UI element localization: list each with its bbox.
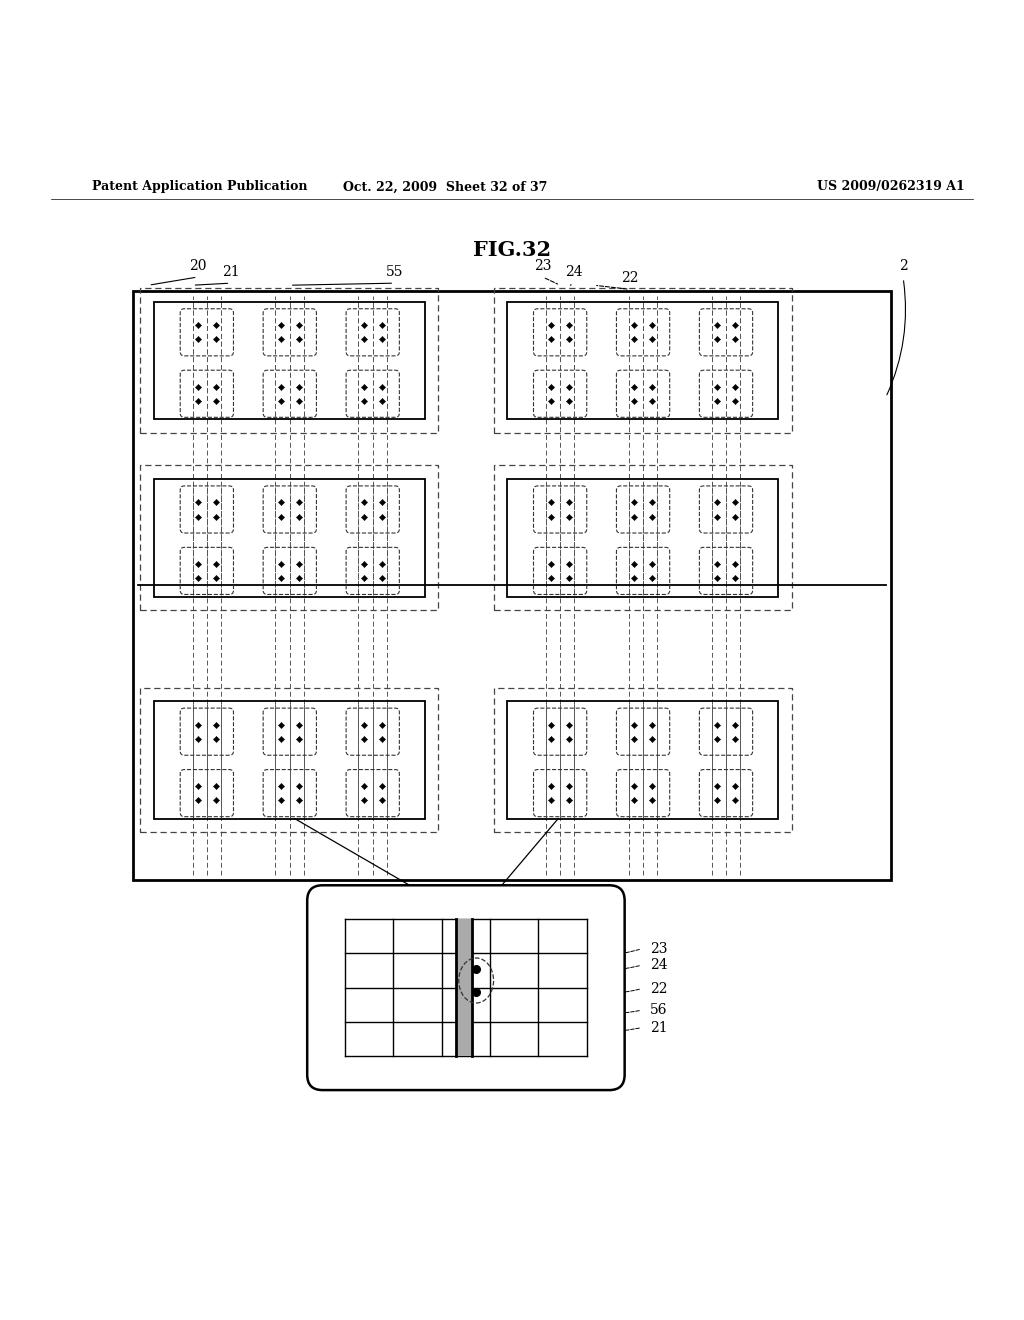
Bar (154, 701, 425, 818)
Text: 22: 22 (649, 982, 668, 995)
FancyBboxPatch shape (307, 886, 625, 1090)
Text: Oct. 22, 2009  Sheet 32 of 37: Oct. 22, 2009 Sheet 32 of 37 (343, 181, 548, 194)
Text: 21: 21 (221, 265, 240, 279)
Bar (507, 301, 778, 420)
Text: US 2009/0262319 A1: US 2009/0262319 A1 (817, 181, 965, 194)
Bar (133, 292, 891, 880)
Bar (154, 301, 425, 420)
Text: FIG.32: FIG.32 (473, 240, 551, 260)
Text: 2: 2 (899, 259, 907, 273)
Bar (507, 701, 778, 818)
Bar (507, 479, 778, 597)
Bar (456, 919, 472, 1056)
Bar (154, 479, 425, 597)
Text: 23: 23 (649, 941, 668, 956)
Text: 24: 24 (649, 958, 668, 972)
Text: 20: 20 (188, 259, 207, 273)
Text: 21: 21 (649, 1020, 668, 1035)
Text: 56: 56 (649, 1003, 668, 1018)
Text: 55: 55 (385, 265, 403, 279)
Text: Patent Application Publication: Patent Application Publication (92, 181, 307, 194)
Text: 22: 22 (621, 271, 639, 285)
Text: 24: 24 (564, 265, 583, 279)
Text: 23: 23 (534, 259, 552, 273)
